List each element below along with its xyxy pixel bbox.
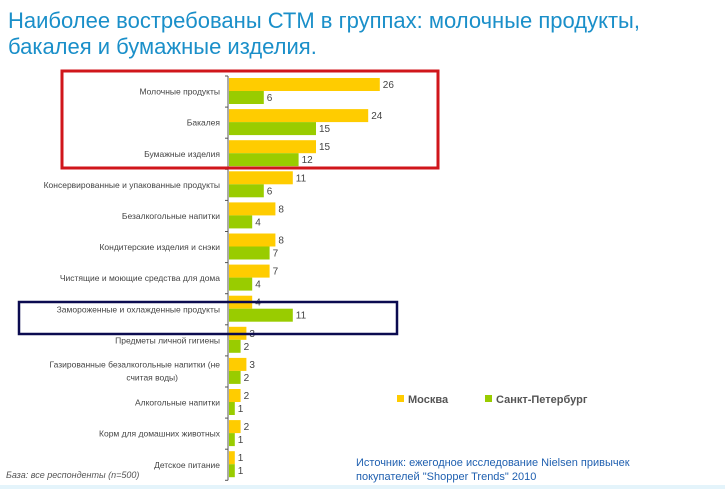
category-label: Безалкогольные напитки <box>122 211 220 221</box>
bottom-strip <box>0 485 725 489</box>
category-label: Алкогольные напитки <box>135 398 220 408</box>
data-label: 6 <box>267 93 273 104</box>
data-label: 4 <box>255 280 261 291</box>
data-label: 1 <box>238 453 244 464</box>
category-label: Бумажные изделия <box>144 149 220 159</box>
bar-spb <box>229 277 253 291</box>
bar-spb <box>229 370 241 384</box>
bar-moscow <box>229 357 247 371</box>
bar-moscow <box>229 140 316 154</box>
bar-moscow <box>229 202 276 216</box>
bar-spb <box>229 308 293 322</box>
legend-label-spb: Санкт-Петербург <box>496 394 588 406</box>
data-label: 1 <box>238 404 244 415</box>
bar-spb <box>229 153 299 167</box>
bar-moscow <box>229 233 276 247</box>
data-label: 1 <box>238 435 244 446</box>
bar-spb <box>229 215 253 229</box>
base-note: База: все респонденты (n=500) <box>6 470 140 480</box>
data-label: 8 <box>278 204 284 215</box>
bar-moscow <box>229 109 369 123</box>
data-label: 7 <box>273 249 279 260</box>
data-label: 26 <box>383 80 395 91</box>
category-label: Консервированные и упакованные продукты <box>44 180 220 190</box>
bar-spb <box>229 402 235 415</box>
chart-title: Наиболее востребованы СТМ в группах: мол… <box>8 8 640 59</box>
highlight-box-navy <box>17 300 399 336</box>
bar-moscow <box>229 389 241 402</box>
category-label: Детское питание <box>154 460 220 470</box>
bar-moscow <box>229 420 241 434</box>
category-label: Замороженные и охлажденные продукты <box>57 304 220 314</box>
category-label: Чистящие и моющие средства для дома <box>60 273 220 283</box>
legend-swatch-spb <box>485 395 492 402</box>
category-label: Газированные безалкогольные напитки (не <box>49 359 220 369</box>
category-label: Кондитерские изделия и снэки <box>99 242 220 252</box>
category-label: Корм для домашних животных <box>99 429 221 439</box>
bar-spb <box>229 464 235 478</box>
highlight-box-red <box>60 69 440 170</box>
data-label: 2 <box>244 342 250 353</box>
data-label: 12 <box>302 155 314 166</box>
data-label: 2 <box>244 422 250 433</box>
bar-spb <box>229 122 316 136</box>
bar-spb <box>229 339 241 353</box>
bar-moscow <box>229 451 235 465</box>
category-label: Бакалея <box>187 118 221 128</box>
category-label: Молочные продукты <box>139 87 220 97</box>
data-label: 1 <box>238 466 244 477</box>
bar-moscow <box>229 171 293 185</box>
legend-label-moscow: Москва <box>408 394 449 406</box>
data-label: 2 <box>244 373 250 384</box>
data-label: 15 <box>319 142 331 153</box>
category-label-cont: считая воды) <box>126 372 178 382</box>
bar-moscow <box>229 78 380 91</box>
category-label: Предметы личной гигиены <box>115 335 220 345</box>
data-label: 2 <box>244 391 250 402</box>
bar-moscow <box>229 264 270 278</box>
data-label: 7 <box>273 267 279 278</box>
bar-spb <box>229 246 270 260</box>
data-label: 11 <box>296 311 307 322</box>
data-label: 11 <box>296 173 307 184</box>
legend-swatch-moscow <box>397 395 404 402</box>
source-note: Источник: ежегодное исследование Nielsen… <box>356 457 630 483</box>
data-label: 6 <box>267 186 273 197</box>
data-label: 8 <box>278 236 284 247</box>
data-label: 24 <box>371 111 383 122</box>
bar-spb <box>229 184 264 198</box>
bar-spb <box>229 433 235 447</box>
data-label: 15 <box>319 124 331 135</box>
bar-spb <box>229 91 264 104</box>
data-label: 3 <box>249 360 255 371</box>
data-label: 4 <box>255 217 261 228</box>
